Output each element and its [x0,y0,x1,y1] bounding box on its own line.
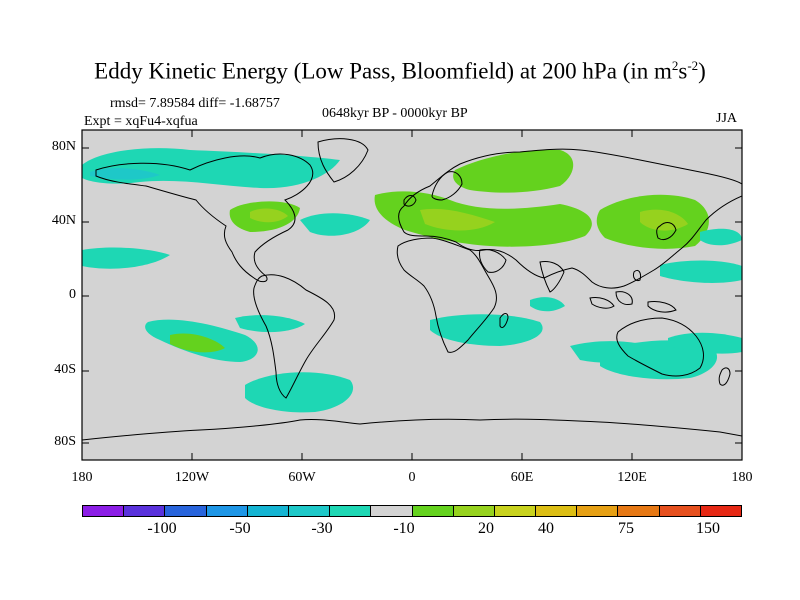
coast-philippines [633,269,641,281]
coast-eurasia [398,148,742,289]
colorbar-swatch [536,506,578,516]
lat-label: 40S [54,362,76,377]
coast-arabia [479,249,507,273]
lon-label: 60E [510,470,534,485]
colorbar-swatch [618,506,660,516]
colorbar-label: 20 [478,520,494,537]
coast-new-zealand [718,367,731,386]
season-label: JJA [716,111,738,126]
lon-label: 0 [408,470,416,485]
coast-borneo [615,291,633,305]
colorbar-swatch [659,506,701,516]
colorbar-label: -30 [311,520,333,537]
colorbar-label: -50 [229,520,251,537]
colorbar-label: 150 [696,520,720,537]
anomaly-east-asia [596,194,742,249]
colorbar-swatch [371,506,413,516]
lat-label: 40N [51,213,76,228]
coast-madagascar [499,313,509,329]
coast-africa [396,237,497,353]
colorbar-swatch [165,506,207,516]
coast-new-guinea [647,301,677,313]
anomaly-south-atlantic [245,372,354,413]
anomaly-north-atlantic [82,213,370,269]
colorbar-label: 40 [538,520,554,537]
colorbar-swatch [700,506,741,516]
colorbar-swatch [206,506,248,516]
coast-south-america [253,274,336,399]
stats-label: rmsd= 7.89584 diff= -1.68757 [110,96,280,111]
coast-australia [616,317,704,377]
anomaly-north-pacific [82,148,340,189]
lat-label: 80N [51,139,76,154]
lon-label: 180 [731,470,753,485]
anomaly-south-pacific [145,315,305,362]
lon-label: 120E [617,470,647,485]
anomaly-tropical-pacific [660,260,742,283]
coast-sumatra [589,297,615,309]
lat-label: 80S [54,434,76,449]
lon-label: 180 [71,470,93,485]
colorbar-label: -10 [393,520,415,537]
lon-label: 60W [288,470,316,485]
experiment-label: Expt = xqFu4-xqfua [84,114,198,129]
lon-label: 120W [174,470,210,485]
colorbar-swatch [288,506,331,516]
colorbar-label: -100 [147,520,177,537]
colorbar-label: 75 [618,520,634,537]
anomaly-scandinavia-russia [453,149,574,193]
anomaly-europe-middle-east [374,191,592,247]
plot-title: Eddy Kinetic Energy (Low Pass, Bloomfiel… [94,58,706,84]
coast-greenland [317,138,369,183]
lat-label: 0 [69,287,76,302]
coast-uk [403,195,417,207]
colorbar-swatch [453,506,495,516]
map-background [82,130,742,460]
colorbar-swatch [330,506,372,516]
coast-japan [656,222,677,241]
anomaly-australia-south [600,332,742,380]
coast-india [539,261,565,293]
coast-antarctica [82,418,742,460]
anomaly-eastern-north-america [229,201,300,232]
coast-scandinavia [431,171,463,201]
colorbar-swatch [412,506,454,516]
colorbar [82,505,742,517]
axis-ticks [82,130,742,460]
colorbar-swatch [124,506,166,516]
colorbar-swatch [494,506,537,516]
colorbar-swatch [577,506,619,516]
colorbar-swatch [247,506,289,516]
coastlines [82,138,742,460]
coast-north-america [95,153,313,283]
colorbar-swatch [83,506,125,516]
period-label: 0648kyr BP - 0000kyr BP [322,106,468,121]
